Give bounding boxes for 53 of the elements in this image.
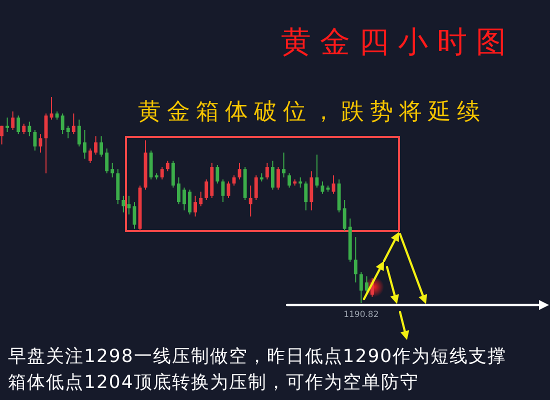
candlestick	[72, 112, 76, 135]
candlestick	[127, 195, 131, 215]
candlestick	[298, 176, 302, 188]
candlestick	[188, 189, 192, 215]
candlestick	[265, 162, 269, 180]
candlestick	[221, 178, 225, 203]
candlestick	[11, 110, 15, 130]
candlestick	[66, 125, 70, 139]
candlestick	[28, 121, 32, 137]
candlestick	[0, 125, 4, 145]
candlestick	[194, 195, 198, 217]
chart-title: 黄金四小时图	[281, 25, 515, 60]
candlestick	[254, 174, 258, 200]
candlestick	[88, 148, 92, 164]
candlestick	[276, 166, 280, 190]
candlestick	[160, 166, 164, 180]
candlestick	[216, 164, 220, 184]
candlestick	[354, 236, 358, 283]
candlestick	[77, 119, 81, 147]
candlestick	[320, 180, 324, 194]
candlestick	[94, 136, 98, 156]
candlestick	[176, 176, 180, 205]
candlestick	[199, 191, 203, 207]
candlestick	[304, 180, 308, 211]
candlestick	[315, 154, 319, 188]
candlestick	[105, 148, 109, 174]
candlestick	[238, 162, 242, 180]
candlestick	[100, 136, 104, 158]
candlestick	[248, 185, 252, 217]
candlestick	[33, 129, 37, 152]
candlestick	[60, 112, 64, 135]
candlestick	[342, 200, 346, 232]
candlestick	[282, 152, 286, 178]
candlestick	[270, 160, 274, 190]
candlestick	[122, 195, 126, 213]
candlestick	[6, 117, 10, 133]
chart-subtitle: 黄金箱体破位，跌势将延续	[138, 99, 486, 125]
text: 早盘关注1298一线压制做空，昨日低点1290作为短线支撑	[8, 346, 507, 367]
candlestick	[204, 178, 208, 200]
candlestick	[288, 172, 292, 188]
candlestick	[332, 174, 336, 194]
candlestick	[110, 162, 114, 178]
candlestick	[16, 115, 20, 135]
candlestick	[364, 276, 368, 296]
candlestick	[359, 272, 363, 304]
text: 箱体低点1204顶底转换为压制，可作为空单防守	[8, 372, 419, 393]
candlestick	[38, 134, 42, 154]
candlestick	[182, 187, 186, 211]
candlestick	[171, 160, 175, 188]
candlestick	[166, 160, 170, 172]
candlestick	[22, 123, 26, 135]
annotation: 1190.82	[344, 310, 379, 320]
candlestick	[82, 129, 86, 160]
